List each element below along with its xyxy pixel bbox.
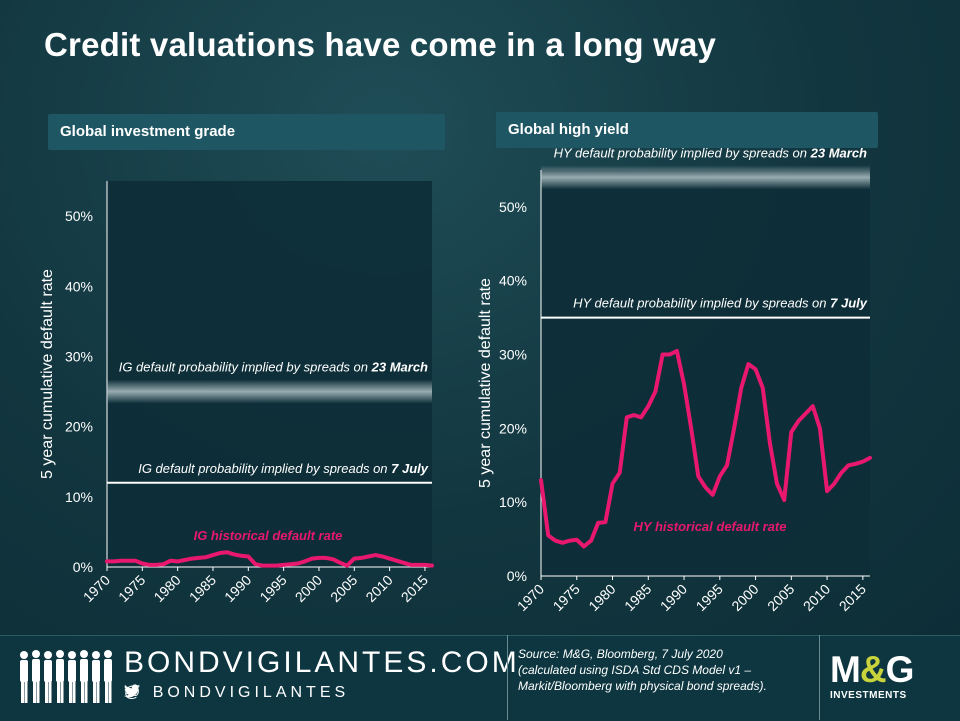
mg-logo[interactable]: M&G INVESTMENTS: [830, 649, 950, 702]
ig-ytick-label: 50%: [65, 208, 93, 224]
hy-july-label: HY default probability implied by spread…: [573, 296, 868, 311]
source-line-3: Markit/Bloomberg with physical bond spre…: [518, 679, 767, 693]
footer: [0, 635, 960, 721]
source-line-2: (calculated using ISDA Std CDS Model v1 …: [518, 663, 751, 677]
hy-series-label: HY historical default rate: [634, 519, 787, 534]
hy-y-axis-label: 5 year cumulative default rate: [477, 278, 494, 488]
mg-logo-subtitle: INVESTMENTS: [830, 690, 907, 701]
ig-ytick-label: 20%: [65, 419, 93, 435]
footer-divider-2: [819, 635, 820, 720]
hy-xtick-label: 1985: [621, 581, 654, 614]
source-line-1: Source: M&G, Bloomberg, 7 July 2020: [518, 647, 723, 661]
hy-xtick-label: 2010: [800, 581, 833, 614]
hy-ytick-label: 30%: [499, 347, 527, 363]
hy-xtick-label: 2005: [764, 581, 797, 614]
ig-july-label: IG default probability implied by spread…: [138, 461, 429, 476]
hy-march-band: [541, 165, 870, 190]
ig-march-label: IG default probability implied by spread…: [119, 360, 428, 375]
ig-ytick-label: 30%: [65, 348, 93, 364]
footer-divider-1: [507, 635, 508, 720]
twitter-handle[interactable]: @ BONDVIGILANTES: [124, 684, 349, 702]
people-silhouettes-icon: [20, 650, 112, 703]
ig-plot-area: [107, 181, 432, 567]
ig-ytick-label: 40%: [65, 278, 93, 294]
hy-xtick-label: 1975: [550, 581, 583, 614]
hy-ytick-label: 0%: [507, 568, 527, 584]
twitter-handle-text: @ BONDVIGILANTES: [124, 684, 350, 701]
hy-ytick-label: 20%: [499, 420, 527, 436]
hy-march-label: HY default probability implied by spread…: [554, 145, 867, 160]
ig-series-label: IG historical default rate: [194, 528, 343, 543]
twitter-bird-icon: [124, 684, 140, 698]
page-title: Credit valuations have come in a long wa…: [44, 26, 717, 63]
panel-header-hy: Global high yield: [496, 112, 878, 148]
ig-ytick-label: 0%: [73, 559, 93, 575]
ig-ytick-label: 10%: [65, 489, 93, 505]
brand-name[interactable]: BONDVIGILANTES.COM: [124, 646, 520, 679]
hy-ytick-label: 10%: [499, 494, 527, 510]
hy-xtick-label: 2000: [728, 581, 761, 614]
hy-xtick-label: 1980: [585, 581, 618, 614]
hy-ytick-label: 40%: [499, 273, 527, 289]
source-note: Source: M&G, Bloomberg, 7 July 2020 (cal…: [518, 646, 808, 694]
hy-xtick-label: 1970: [514, 581, 547, 614]
hy-xtick-label: 2015: [836, 581, 869, 614]
ig-march-band: [107, 379, 432, 404]
hy-series-line: [539, 348, 872, 549]
panel-header-ig: Global investment grade: [48, 114, 445, 150]
ig-y-axis-label: 5 year cumulative default rate: [39, 269, 56, 479]
mg-logo-mark: M&G: [830, 649, 914, 690]
hy-ytick-label: 50%: [499, 199, 527, 215]
hy-xtick-label: 1995: [693, 581, 726, 614]
ig-series-line: [105, 550, 434, 568]
hy-plot-area: [541, 170, 870, 576]
hy-xtick-label: 1990: [657, 581, 690, 614]
